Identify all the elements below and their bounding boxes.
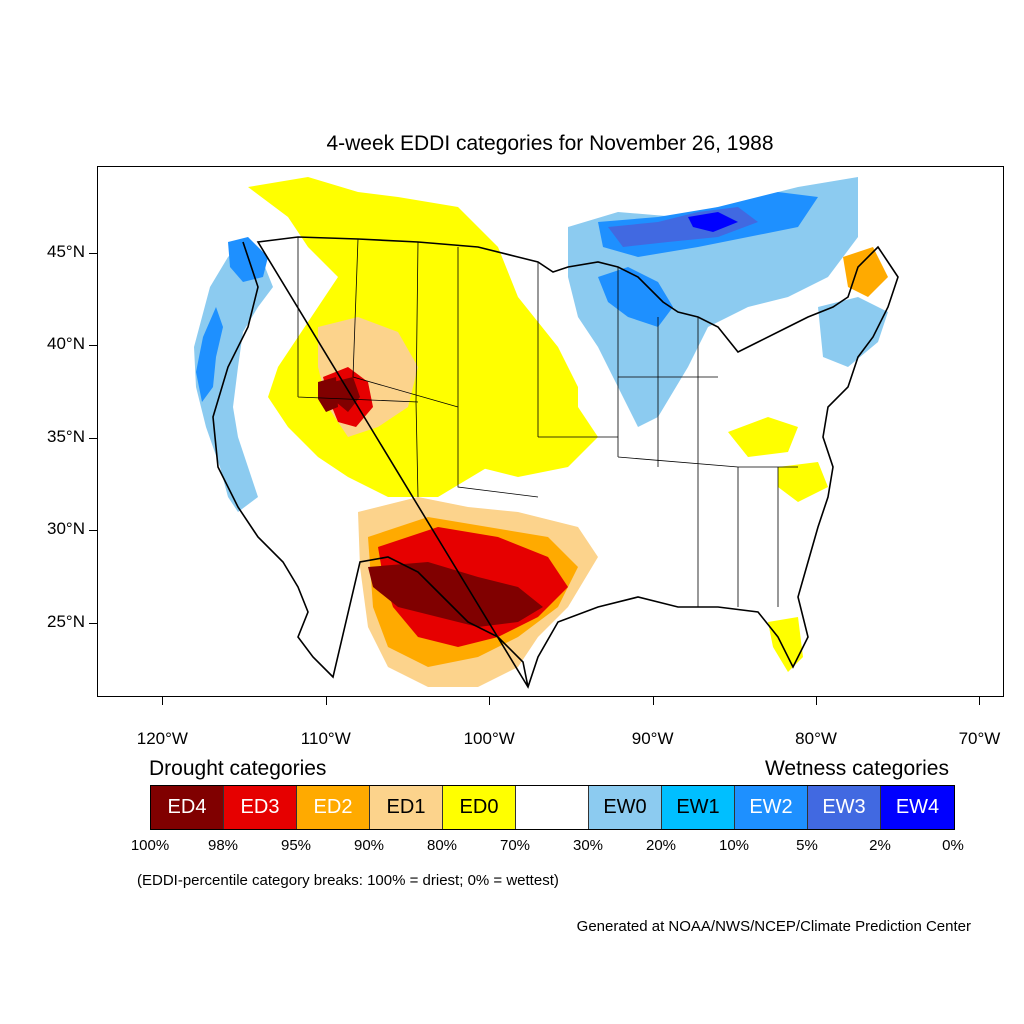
lat-tick xyxy=(89,252,97,254)
lat-label: 40°N xyxy=(47,334,85,354)
dry-region-texas-ed4 xyxy=(368,562,543,627)
percent-break-label: 5% xyxy=(796,837,818,854)
percent-break-label: 70% xyxy=(499,837,531,854)
lon-tick xyxy=(162,697,164,705)
state-borders xyxy=(297,237,798,607)
percent-break-label: 10% xyxy=(718,837,750,854)
lat-tick xyxy=(89,530,97,532)
lat-label: 45°N xyxy=(47,241,85,261)
category-breaks-note: (EDDI-percentile category breaks: 100% =… xyxy=(137,872,559,889)
legend-swatch-ew4: EW4 xyxy=(881,786,954,829)
lat-label: 30°N xyxy=(47,519,85,539)
wet-region-ontario-deepest xyxy=(688,212,738,232)
wetness-categories-heading: Wetness categories xyxy=(764,757,949,780)
percent-break-label: 30% xyxy=(572,837,604,854)
lat-label: 35°N xyxy=(47,426,85,446)
lon-tick xyxy=(325,697,327,705)
lon-tick xyxy=(489,697,491,705)
percent-break-label: 90% xyxy=(353,837,385,854)
dry-region-maine xyxy=(843,247,888,297)
dry-region-plains xyxy=(478,407,598,477)
map-frame xyxy=(97,166,1004,697)
wet-region-northeast xyxy=(818,297,888,367)
lon-tick xyxy=(652,697,654,705)
legend-swatch-ew3: EW3 xyxy=(808,786,881,829)
wet-region-oregon-coast xyxy=(196,307,223,402)
lon-label: 80°W xyxy=(795,729,837,748)
legend-swatch-ew1: EW1 xyxy=(662,786,735,829)
lon-tick xyxy=(816,697,818,705)
lat-label: 25°N xyxy=(47,611,85,631)
us-outline xyxy=(212,236,899,689)
lon-tick xyxy=(979,697,981,705)
eddi-map xyxy=(194,177,899,689)
legend-swatch-ed4: ED4 xyxy=(151,786,224,829)
lon-label: 70°W xyxy=(958,729,1001,748)
percent-break-label: 98% xyxy=(207,837,239,854)
percent-break-label: 0% xyxy=(942,837,964,854)
legend-swatch-ew2: EW2 xyxy=(735,786,808,829)
lon-label: 120°W xyxy=(136,729,188,748)
lon-label: 110°W xyxy=(300,729,351,748)
dry-region-virginia xyxy=(728,417,798,457)
dry-region-colorado-ed4 xyxy=(333,377,360,412)
lat-tick xyxy=(89,437,97,439)
legend-swatch-ed1: ED1 xyxy=(370,786,443,829)
drought-categories-heading: Drought categories xyxy=(149,757,327,780)
legend-swatch-ed0: ED0 xyxy=(443,786,516,829)
percent-break-label: 100% xyxy=(130,837,170,854)
percent-break-label: 2% xyxy=(869,837,891,854)
legend-swatch-ed2: ED2 xyxy=(297,786,370,829)
percent-break-label: 80% xyxy=(426,837,458,854)
dry-region-florida xyxy=(768,617,803,672)
map-title: 4-week EDDI categories for November 26, … xyxy=(326,132,774,155)
lat-tick xyxy=(89,345,97,347)
dry-region-carolina xyxy=(778,462,828,502)
legend-swatch-ew0: EW0 xyxy=(589,786,662,829)
wet-region-michigan xyxy=(598,267,673,327)
legend-swatch-ed3: ED3 xyxy=(224,786,297,829)
percent-break-label: 20% xyxy=(645,837,677,854)
percent-break-label: 95% xyxy=(280,837,312,854)
legend-colorbar: ED4 ED3 ED2 ED1 ED0 EW0 EW1 EW2 EW3 EW4 xyxy=(150,785,955,830)
legend-swatch-normal xyxy=(516,786,589,829)
lat-tick xyxy=(89,622,97,624)
credit-line: Generated at NOAA/NWS/NCEP/Climate Predi… xyxy=(576,918,971,935)
lon-label: 90°W xyxy=(631,729,674,748)
lon-label: 100°W xyxy=(463,729,515,748)
dry-region-utah-ed4 xyxy=(318,377,338,412)
